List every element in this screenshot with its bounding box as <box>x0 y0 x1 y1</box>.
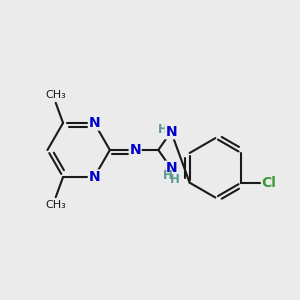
Text: N: N <box>165 125 177 139</box>
Text: Cl: Cl <box>261 176 276 190</box>
Text: H: H <box>170 173 180 186</box>
Text: H: H <box>163 169 172 182</box>
Text: N: N <box>88 170 100 184</box>
Text: N: N <box>88 116 100 130</box>
Text: CH₃: CH₃ <box>45 91 66 100</box>
Text: N: N <box>129 143 141 157</box>
Text: N: N <box>165 161 177 175</box>
Text: CH₃: CH₃ <box>45 200 66 209</box>
Text: H: H <box>158 123 168 136</box>
